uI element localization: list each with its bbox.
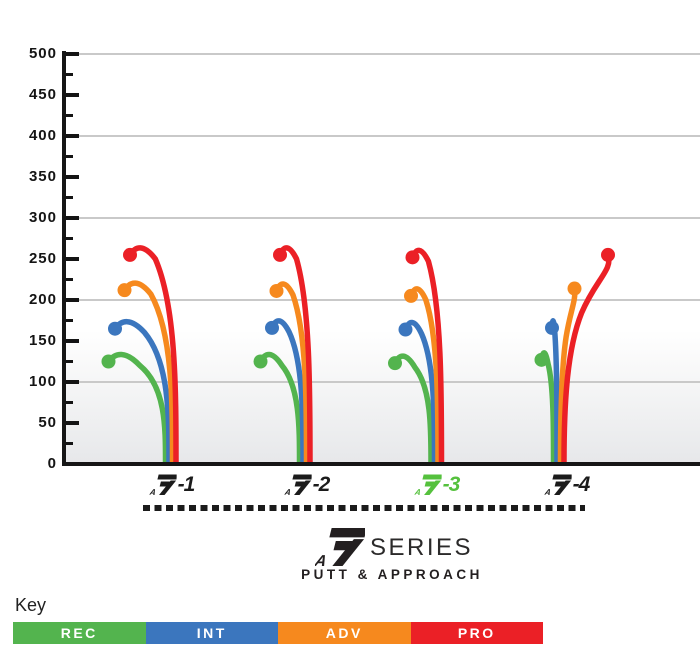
- y-axis-minor-tick: [66, 319, 73, 322]
- flight-path-pa-1-rec: [106, 351, 169, 463]
- disc-number: -1: [177, 473, 196, 496]
- flight-path-pa-4-rec: [538, 350, 557, 463]
- flight-path-pa-2-rec: [258, 351, 303, 463]
- flight-path-pa-1-adv: [122, 280, 176, 463]
- y-axis-minor-tick: [66, 196, 73, 199]
- disc-label-pa3: A -3: [415, 470, 461, 497]
- flight-endpoint-pa-2-adv: [269, 283, 284, 298]
- gridline: [76, 216, 700, 220]
- y-axis-major-tick: [66, 175, 79, 179]
- flight-path-pa-1-pro: [127, 245, 179, 463]
- flight-endpoint-pa-4-adv: [567, 281, 582, 296]
- pa-logo-a: A: [415, 487, 422, 496]
- disc-label-pa1: A -1: [150, 470, 196, 497]
- y-axis-minor-tick: [66, 73, 73, 76]
- gridline: [76, 380, 700, 384]
- gridline: [76, 134, 700, 138]
- flight-endpoint-pa-3-rec: [388, 356, 402, 371]
- disc-number: -3: [442, 473, 461, 496]
- flight-path-pa-1-int: [112, 318, 172, 463]
- y-axis-major-tick: [66, 216, 79, 220]
- y-tick-label: 150: [28, 332, 57, 349]
- y-tick-label: 400: [28, 127, 57, 144]
- flight-path-pa-3-pro: [409, 247, 445, 463]
- y-axis-major-tick: [66, 298, 79, 302]
- pa-logo-icon: A: [545, 474, 572, 496]
- flight-endpoint-pa-1-pro: [123, 247, 137, 262]
- y-tick-label: 200: [28, 291, 57, 308]
- flight-endpoint-pa-3-adv: [404, 288, 418, 303]
- flight-endpoint-pa-1-int: [108, 321, 122, 336]
- y-tick-label: 0: [47, 455, 57, 472]
- flight-endpoint-pa-4-int: [545, 320, 559, 335]
- flight-endpoint-pa-1-rec: [101, 354, 116, 369]
- y-axis-minor-tick: [66, 237, 73, 240]
- disc-label-pa2: A -2: [285, 470, 331, 497]
- series-word: SERIES: [369, 533, 474, 561]
- pa-logo-icon: A: [315, 528, 365, 567]
- flight-path-pa-3-adv: [408, 286, 441, 463]
- dotted-divider: [143, 505, 585, 511]
- flight-endpoint-pa-3-int: [398, 322, 413, 337]
- y-axis-minor-tick: [66, 442, 73, 445]
- y-axis-minor-tick: [66, 155, 73, 158]
- legend-title: Key: [15, 595, 47, 615]
- y-axis-minor-tick: [66, 278, 73, 281]
- legend-item-rec: REC: [13, 622, 146, 644]
- flight-endpoint-pa-1-adv: [117, 283, 132, 298]
- y-tick-label: 350: [28, 168, 57, 185]
- y-tick-label: 50: [38, 414, 57, 431]
- flight-path-pa-2-pro: [277, 245, 313, 463]
- disc-label-pa4: A -4: [545, 470, 591, 497]
- flight-endpoint-pa-4-pro: [601, 247, 615, 262]
- legend-item-pro: PRO: [410, 622, 543, 644]
- x-axis-line: [61, 461, 700, 466]
- flight-endpoint-pa-3-pro: [405, 250, 420, 265]
- pa-logo-icon: A: [285, 474, 312, 496]
- pa-logo-icon: A: [150, 474, 177, 496]
- y-axis-major-tick: [66, 380, 79, 384]
- pa-logo-a: A: [545, 487, 552, 496]
- flight-path-pa-4-adv: [557, 288, 578, 463]
- flight-path-pa-3-int: [402, 319, 438, 463]
- disc-number: -2: [312, 473, 331, 496]
- y-tick-label: 300: [28, 209, 57, 226]
- flight-endpoint-pa-2-pro: [273, 247, 287, 262]
- legend-item-int: INT: [145, 622, 278, 644]
- y-axis-major-tick: [66, 134, 79, 138]
- legend-item-adv: ADV: [278, 622, 411, 644]
- pa-logo-a: A: [315, 553, 328, 567]
- series-logo: A SERIES: [315, 528, 473, 567]
- gridline: [76, 52, 700, 56]
- disc-number: -4: [572, 473, 591, 496]
- y-axis-major-tick: [66, 52, 79, 56]
- flight-path-pa-2-adv: [273, 281, 310, 463]
- flight-endpoint-pa-2-rec: [253, 354, 268, 369]
- flight-path-pa-2-int: [269, 318, 306, 463]
- y-tick-label: 500: [28, 45, 57, 62]
- y-tick-label: 250: [28, 250, 57, 267]
- y-tick-label: 100: [28, 373, 57, 390]
- flight-path-pa-4-pro: [561, 253, 612, 463]
- y-axis-major-tick: [66, 257, 79, 261]
- y-axis-major-tick: [66, 339, 79, 343]
- series-subtitle: PUTT & APPROACH: [301, 567, 483, 582]
- flight-path-pa-3-rec: [392, 353, 434, 463]
- flight-endpoint-pa-4-rec: [534, 352, 549, 367]
- pa-logo-icon: A: [415, 474, 442, 496]
- y-axis-minor-tick: [66, 360, 73, 363]
- gridline: [76, 298, 700, 302]
- y-axis-major-tick: [66, 421, 79, 425]
- y-axis-minor-tick: [66, 114, 73, 117]
- y-axis-minor-tick: [66, 401, 73, 404]
- y-tick-label: 450: [28, 86, 57, 103]
- pa-logo-a: A: [285, 487, 292, 496]
- y-axis-line: [61, 51, 66, 466]
- legend-bar: REC INT ADV PRO: [13, 622, 543, 644]
- pa-logo-a: A: [150, 487, 157, 496]
- flight-endpoint-pa-2-int: [265, 320, 279, 335]
- y-axis-major-tick: [66, 93, 79, 97]
